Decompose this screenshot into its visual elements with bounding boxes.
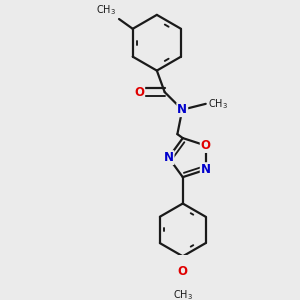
Text: N: N [164,151,174,164]
Text: CH$_3$: CH$_3$ [173,289,193,300]
Text: O: O [201,139,211,152]
Text: N: N [201,163,211,176]
Text: N: N [177,103,187,116]
Text: O: O [134,85,144,99]
Text: CH$_3$: CH$_3$ [96,3,116,17]
Text: CH$_3$: CH$_3$ [208,97,228,111]
Text: O: O [178,266,188,278]
